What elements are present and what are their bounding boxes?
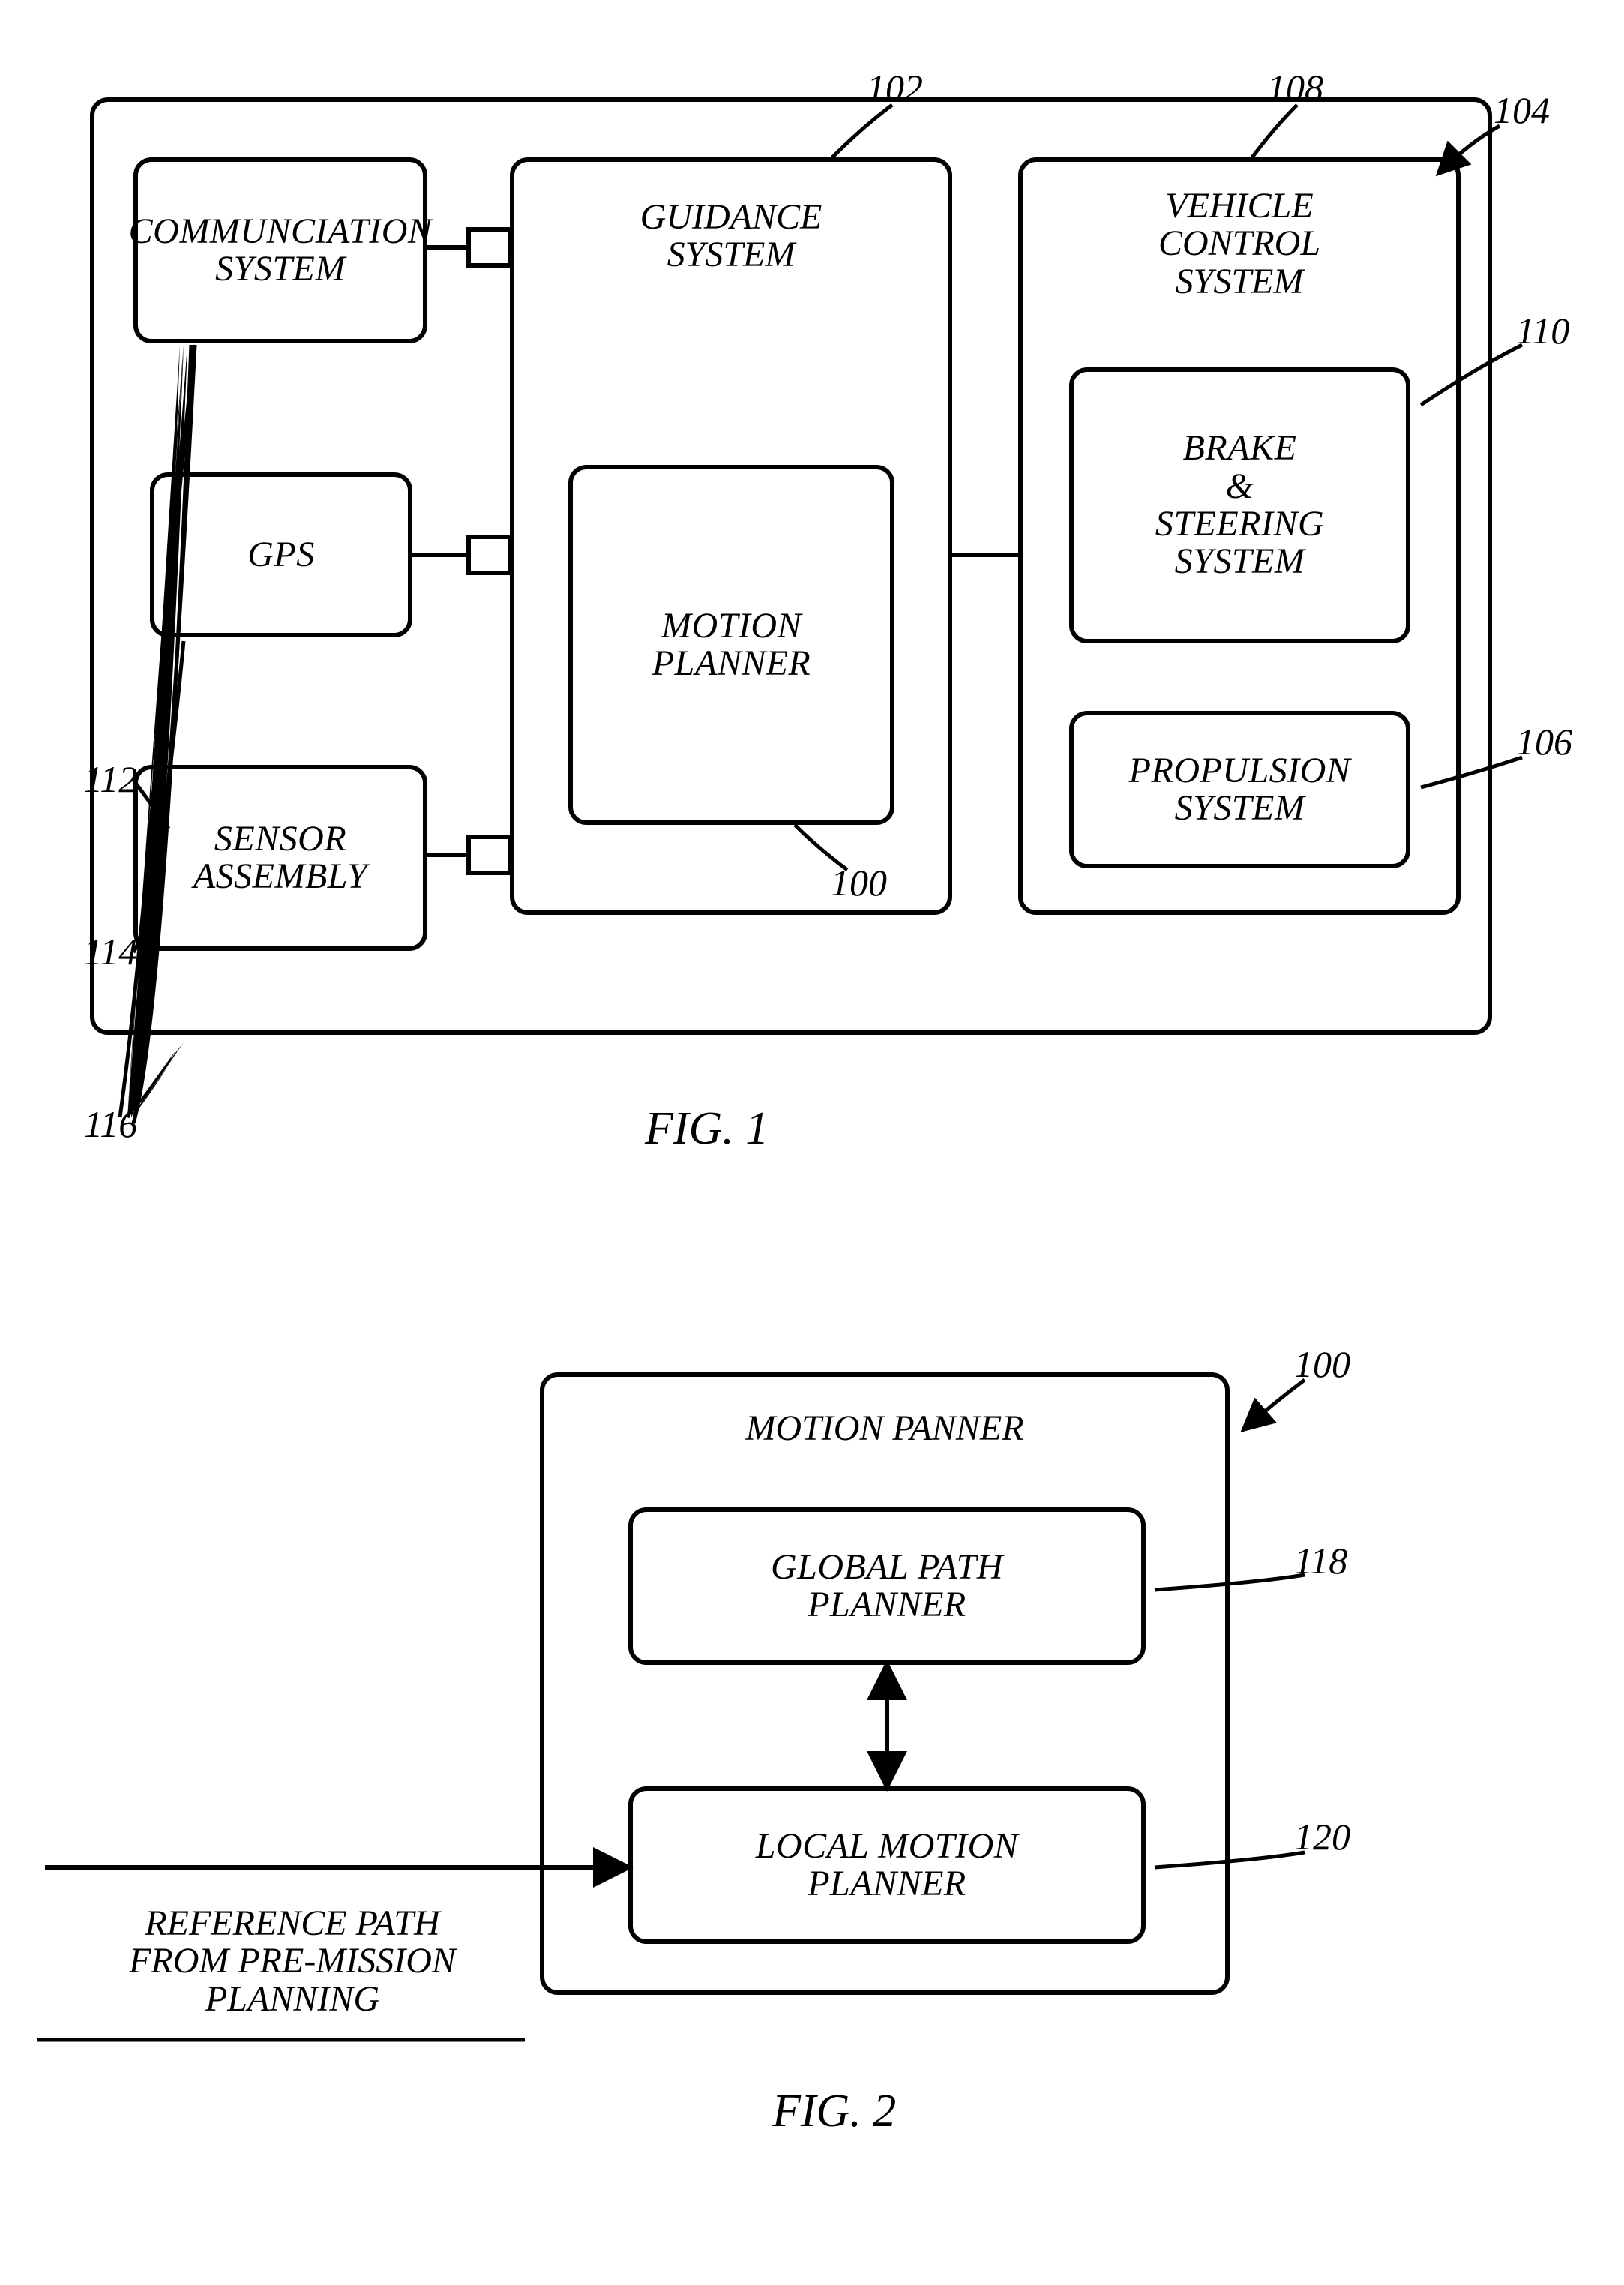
local-motion-planner-label: LOCAL MOTIONPLANNER — [756, 1828, 1019, 1903]
ref-116: 116 — [84, 1102, 137, 1146]
communication-system-box: COMMUNCIATIONSYSTEM — [133, 157, 427, 343]
brake-steering-box: BRAKE&STEERINGSYSTEM — [1069, 367, 1410, 643]
ref-100-fig2: 100 — [1294, 1342, 1350, 1386]
ref-118: 118 — [1294, 1539, 1347, 1582]
fig2-heading: MOTION PANNER — [540, 1410, 1230, 1447]
communication-system-label: COMMUNCIATIONSYSTEM — [129, 213, 433, 289]
ref-110: 110 — [1516, 309, 1569, 352]
brake-steering-label: BRAKE&STEERINGSYSTEM — [1155, 430, 1324, 581]
propulsion-box: PROPULSIONSYSTEM — [1069, 711, 1410, 868]
ref-100-fig1: 100 — [831, 861, 887, 904]
gps-label: GPS — [247, 536, 314, 574]
global-path-planner-label: GLOBAL PATHPLANNER — [771, 1549, 1003, 1624]
gps-box: GPS — [150, 472, 412, 637]
sensor-assembly-label: SENSORASSEMBLY — [193, 820, 367, 896]
propulsion-label: PROPULSIONSYSTEM — [1129, 752, 1351, 828]
fig1-caption: FIG. 1 — [645, 1102, 769, 1156]
global-path-planner-box: GLOBAL PATHPLANNER — [628, 1507, 1146, 1665]
ref-104: 104 — [1494, 88, 1550, 132]
fig2-caption: FIG. 2 — [772, 2085, 896, 2138]
vehicle-control-system-heading: VEHICLECONTROLSYSTEM — [1018, 187, 1461, 301]
reference-path-text: REFERENCE PATHFROM PRE-MISSIONPLANNING — [52, 1905, 532, 2018]
sensor-assembly-box: SENSORASSEMBLY — [133, 765, 427, 951]
motion-planner-label: MOTIONPLANNER — [652, 607, 811, 683]
guidance-system-heading: GUIDANCESYSTEM — [510, 199, 952, 274]
ref-102: 102 — [867, 66, 923, 109]
local-motion-planner-box: LOCAL MOTIONPLANNER — [628, 1786, 1146, 1944]
diagram-canvas: COMMUNCIATIONSYSTEM GPS SENSORASSEMBLY G… — [0, 0, 1624, 2285]
ref-120: 120 — [1294, 1815, 1350, 1858]
ref-112: 112 — [84, 757, 137, 801]
ref-108: 108 — [1267, 66, 1323, 109]
ref-106: 106 — [1516, 720, 1572, 763]
ref-114: 114 — [84, 930, 137, 973]
motion-planner-box: MOTIONPLANNER — [568, 465, 894, 825]
